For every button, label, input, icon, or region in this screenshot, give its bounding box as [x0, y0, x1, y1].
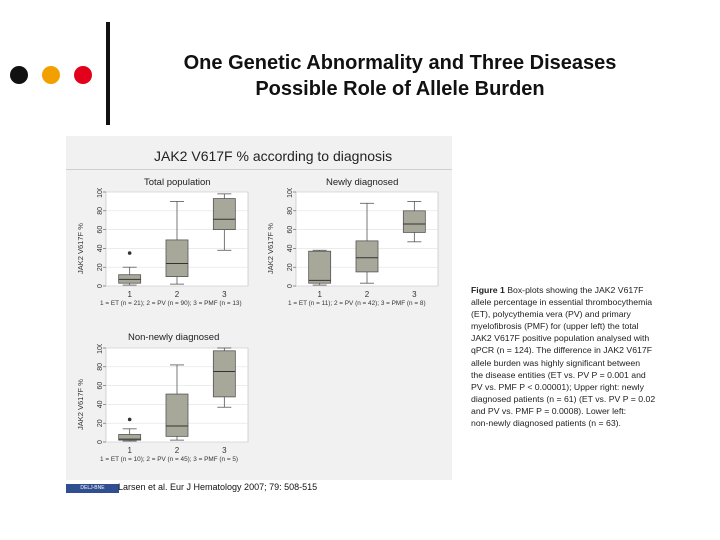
y-tick-label: 40	[287, 244, 294, 252]
y-tick-label: 80	[97, 207, 104, 215]
caption-non-newly: 1 = ET (n = 10); 2 = PV (n = 45); 3 = PM…	[100, 456, 239, 463]
panel-title-total: Total population	[144, 177, 211, 188]
x-tick-label: 2	[365, 290, 370, 299]
boxplot-non-newly: 0 20 40 60 80 100 1 2 3	[84, 344, 252, 456]
y-tick-label: 0	[97, 284, 104, 288]
box	[165, 239, 189, 277]
y-tick-label: 40	[97, 400, 104, 408]
y-tick-label: 60	[287, 226, 294, 234]
y-tick-label: 20	[97, 263, 104, 271]
y-tick-label: 100	[97, 188, 104, 198]
citation: Larsen et al. Eur J Hematology 2007; 79:…	[118, 482, 318, 492]
x-tick-label: 2	[175, 446, 180, 455]
box	[355, 240, 379, 273]
x-tick-label: 2	[175, 290, 180, 299]
boxplot-svg: 0 20 40 60 80 100 1 2 3	[97, 188, 249, 299]
slide-title: One Genetic Abnormality and Three Diseas…	[120, 50, 680, 102]
box	[212, 350, 236, 398]
figure-footer: DELJ-BNE Larsen et al. Eur J Hematology …	[66, 482, 452, 494]
slide-title-line2: Possible Role of Allele Burden	[255, 78, 545, 100]
outlier-point	[127, 417, 132, 422]
boxplot-total: 0 20 40 60 80 100 1 2 3	[84, 188, 252, 300]
black-dot	[10, 66, 28, 84]
boxplot-svg: 0 20 40 60 80 100 1 2 3	[97, 344, 249, 455]
caption-newly: 1 = ET (n = 11); 2 = PV (n = 42); 3 = PM…	[288, 300, 426, 307]
box	[118, 434, 142, 441]
figure-legend: Figure 1 Box-plots showing the JAK2 V617…	[471, 284, 681, 429]
figure-title: JAK2 V617F % according to diagnosis	[154, 148, 393, 164]
y-tick-label: 100	[287, 188, 294, 198]
outlier-point	[127, 251, 132, 255]
boxplot-newly: 0 20 40 60 80 100 1 2 3	[274, 188, 442, 300]
x-tick-label: 1	[127, 290, 132, 299]
y-tick-label: 80	[287, 207, 294, 215]
y-tick-label: 60	[97, 226, 104, 234]
x-tick-label: 1	[317, 290, 322, 299]
divider-bar	[106, 22, 110, 125]
box	[402, 210, 426, 233]
x-tick-label: 3	[222, 446, 227, 455]
boxplot-svg: 0 20 40 60 80 100 1 2 3	[287, 188, 439, 299]
y-tick-label: 40	[97, 244, 104, 252]
y-tick-label: 20	[287, 263, 294, 271]
panel-title-non-newly: Non-newly diagnosed	[128, 332, 220, 343]
box	[165, 393, 189, 437]
y-tick-label: 80	[97, 363, 104, 371]
y-tick-label: 0	[287, 284, 294, 288]
panel-title-newly: Newly diagnosed	[326, 177, 399, 188]
figure-legend-body: Box-plots showing the JAK2 V617F allele …	[471, 285, 656, 429]
y-tick-label: 0	[97, 440, 104, 444]
y-tick-label: 100	[97, 344, 104, 354]
orange-dot	[42, 66, 60, 84]
caption-total: 1 = ET (n = 21); 2 = PV (n = 90); 3 = PM…	[100, 300, 242, 307]
figure-title-rule	[66, 169, 452, 170]
x-tick-label: 3	[222, 290, 227, 299]
figure-panel: JAK2 V617F % according to diagnosis Tota…	[66, 136, 452, 480]
journal-logo: DELJ-BNE	[66, 484, 119, 493]
x-tick-label: 1	[127, 446, 132, 455]
decorative-dots	[10, 66, 98, 86]
y-tick-label: 60	[97, 382, 104, 390]
red-dot	[74, 66, 92, 84]
slide-title-line1: One Genetic Abnormality and Three Diseas…	[183, 52, 617, 74]
box	[308, 250, 332, 284]
figure-legend-label: Figure 1	[471, 285, 505, 295]
y-tick-label: 20	[97, 419, 104, 427]
box	[212, 198, 236, 231]
x-tick-label: 3	[412, 290, 417, 299]
